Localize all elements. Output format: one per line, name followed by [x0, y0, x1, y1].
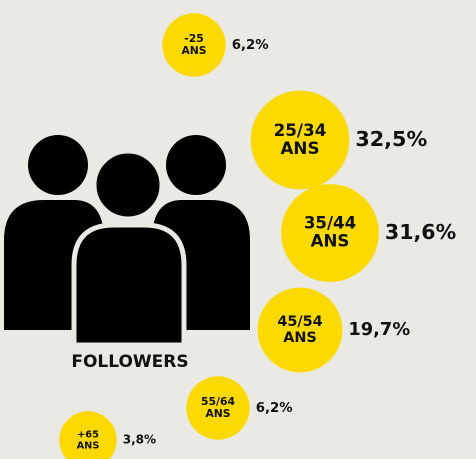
bubble [250, 90, 350, 190]
category-label: 45/54 [277, 314, 322, 330]
bubble [162, 13, 226, 77]
category-suffix: ANS [181, 44, 206, 57]
category-label: 55/64 [201, 395, 235, 408]
value-label: 3,8% [123, 433, 156, 447]
category-suffix: ANS [205, 407, 230, 420]
bubble [257, 287, 343, 373]
category-suffix: ANS [77, 440, 100, 451]
followers-icon [4, 135, 250, 348]
bubble [186, 376, 250, 440]
value-label: 32,5% [355, 127, 427, 151]
value-label: 31,6% [385, 220, 456, 244]
category-label: +65 [77, 430, 99, 441]
caption: FOLLOWERS [71, 352, 188, 372]
value-label: 6,2% [232, 38, 269, 53]
category-label: 35/44 [304, 213, 356, 232]
category-suffix: ANS [311, 232, 350, 251]
value-label: 19,7% [348, 319, 410, 340]
bubble [59, 411, 117, 459]
bubble [281, 184, 379, 282]
category-label: -25 [184, 32, 203, 45]
category-suffix: ANS [283, 330, 317, 346]
category-suffix: ANS [280, 138, 319, 158]
value-label: 6,2% [256, 401, 293, 416]
category-label: 25/34 [274, 120, 327, 140]
